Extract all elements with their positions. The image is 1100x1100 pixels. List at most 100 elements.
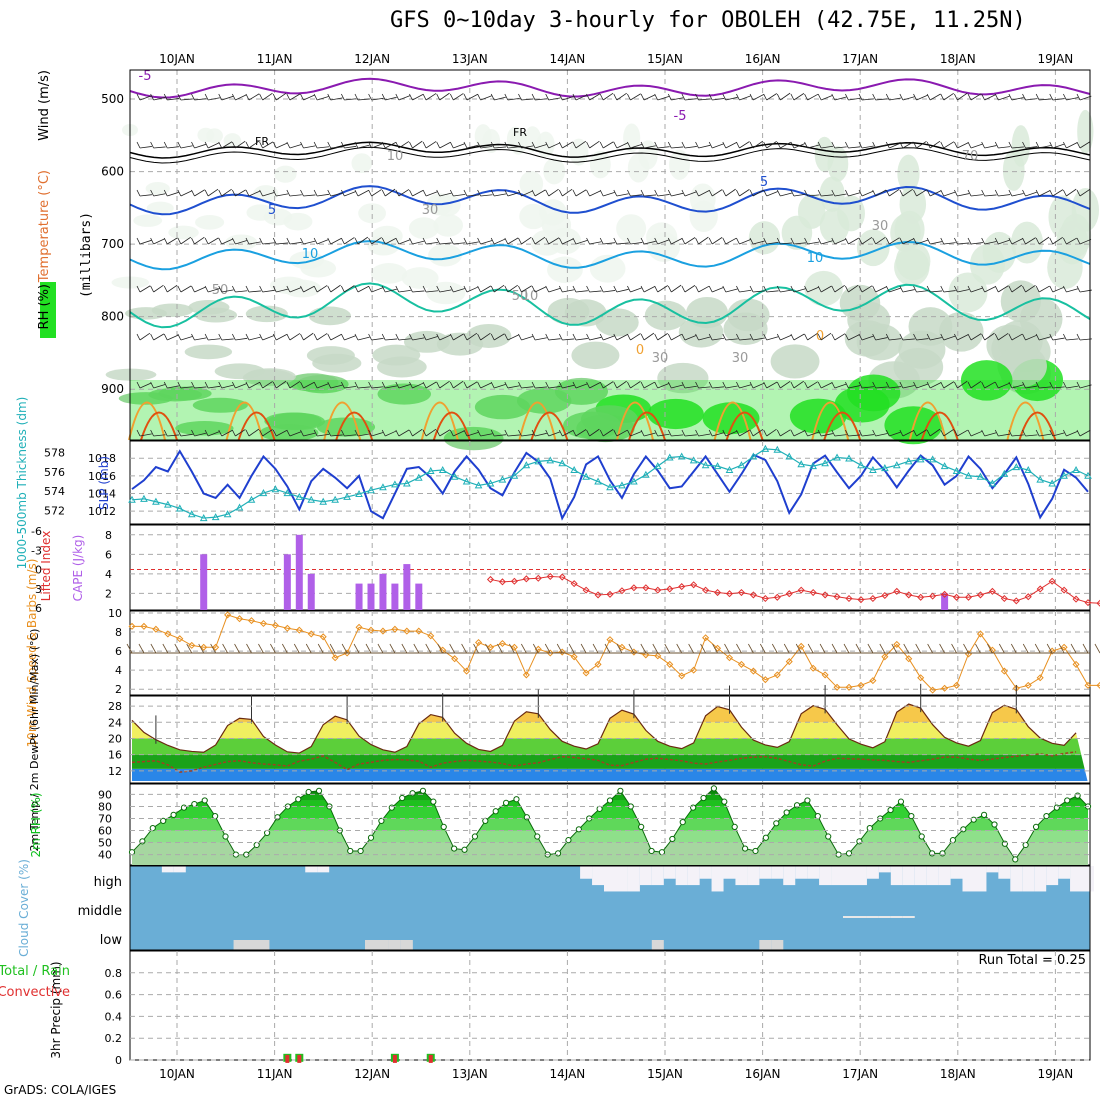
rh-shade-blob [286, 373, 339, 392]
wind-barb [954, 237, 958, 245]
high-cloud-block [771, 866, 784, 879]
temp-band [132, 706, 1088, 723]
wind-barb [654, 429, 659, 437]
wind-barb [652, 643, 659, 654]
wind-barb [793, 288, 806, 293]
wind-barb [354, 429, 359, 437]
wind-barb [602, 429, 614, 437]
wind-barb [289, 93, 301, 101]
wind-barb [153, 96, 166, 101]
wind-barb [739, 239, 751, 245]
wind-barb [208, 97, 220, 101]
wind-barb [357, 98, 370, 101]
rh-shade-blob [646, 222, 678, 253]
thickness-point [964, 471, 973, 479]
wind-barb [167, 237, 178, 245]
wind-barb [412, 190, 424, 197]
wind-barb [845, 429, 849, 437]
wind-barb [752, 240, 765, 245]
wind-barb [1052, 189, 1064, 197]
wind-barb [1008, 285, 1013, 293]
rh-point [991, 821, 998, 828]
wind-barb [150, 141, 154, 149]
wind-barb [389, 643, 396, 654]
wind-barb [300, 333, 304, 341]
wind-barb [613, 141, 618, 149]
wind-barb [885, 333, 890, 341]
wind-speed-point [1036, 674, 1044, 682]
wind-barb [586, 381, 590, 389]
wind-barb [439, 334, 451, 341]
wind-barb [817, 189, 822, 197]
wind-barb [507, 434, 520, 437]
rh-point [960, 826, 967, 833]
rh-point [814, 812, 821, 820]
contour-label: FR [513, 126, 527, 139]
wind-barb [984, 381, 996, 389]
wind-barb [1076, 93, 1081, 101]
wind-barb [929, 382, 942, 389]
wind-barb [248, 93, 260, 101]
high-cloud-block [580, 866, 593, 879]
wind-barb [422, 429, 427, 437]
thickness-point [821, 459, 829, 467]
wind-barb [466, 332, 478, 341]
wind-barb [531, 189, 536, 197]
contour-label: 30 [422, 203, 439, 218]
thickness-point [857, 461, 865, 469]
wind-barb [194, 286, 206, 293]
high-cloud-block [639, 866, 652, 886]
wind-barb [548, 142, 560, 149]
date-top-label: 15JAN [647, 52, 683, 66]
contour-label: -5 [139, 69, 152, 84]
thickness-point [725, 465, 734, 473]
li-point [486, 575, 495, 583]
temp-tick-label: 12 [108, 765, 122, 778]
high-cloud-block [783, 866, 796, 886]
wind-barb [558, 429, 563, 437]
thickness-point [235, 503, 244, 511]
wind-barb [317, 193, 330, 197]
wind-barb [493, 333, 505, 341]
wind-barb [845, 285, 849, 293]
wind-barb [286, 381, 291, 389]
wind-barb [235, 337, 248, 341]
wind-barb [845, 141, 849, 149]
high-cloud-block [317, 866, 330, 873]
wind-barb [272, 285, 277, 293]
wind-barb [286, 141, 291, 149]
high-cloud-block [998, 866, 1011, 879]
wind-barb [766, 141, 777, 149]
wind-barb [504, 237, 509, 245]
high-cloud-block [663, 866, 676, 879]
wind-barb [568, 643, 575, 654]
rh-point [1001, 840, 1008, 847]
wind-barb [722, 429, 727, 437]
rh-axis-label: RH (%) [37, 284, 52, 329]
wind-barb [1022, 189, 1026, 197]
wind-barb [722, 381, 727, 389]
chart-title: GFS 0~10day 3-hourly for OBOLEH (42.75E,… [390, 8, 1026, 33]
wind-barb [221, 95, 234, 101]
slp-axis-label: SLP (mb) [97, 456, 111, 510]
wind-barb [957, 429, 969, 437]
wind-barb [398, 95, 411, 101]
thickness-point [295, 492, 304, 500]
wind-barb [1079, 188, 1091, 197]
thickness-point [128, 495, 136, 503]
wind-barb [1034, 643, 1041, 654]
cloud-row-label: middle [78, 904, 122, 919]
wind-barb [485, 643, 491, 654]
wind-barb [436, 93, 441, 101]
wind-barb [657, 194, 670, 197]
thickness-point [713, 462, 722, 470]
wind-barb [1066, 338, 1079, 341]
wind-barb [1035, 141, 1040, 149]
wind-barb [804, 141, 808, 149]
wind-barb [749, 93, 754, 101]
wind-barb [763, 93, 768, 101]
wind-barb [398, 338, 411, 341]
wind-barb [507, 284, 518, 293]
wind-barb [453, 193, 466, 197]
wind-barb [354, 285, 359, 293]
